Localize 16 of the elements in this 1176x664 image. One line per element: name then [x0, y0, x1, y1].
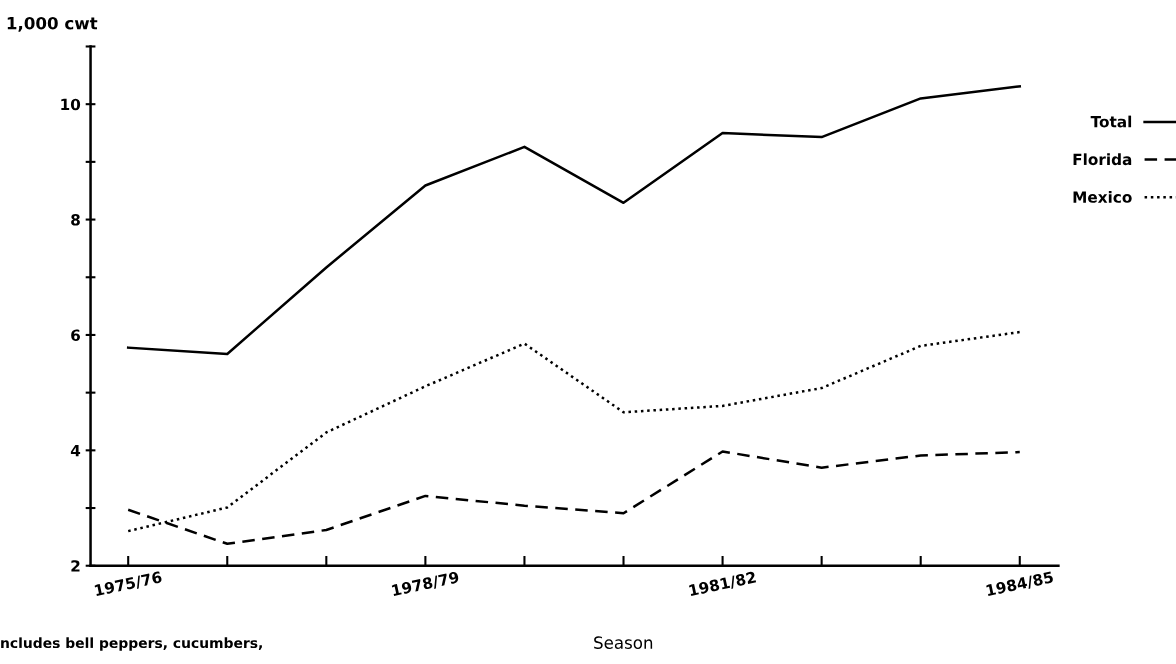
x-axis-title: Season — [594, 636, 653, 649]
text: ncludes bell peppers, cucumbers, — [1, 637, 262, 651]
y-axis-title: 1,000 cwt — [7, 16, 98, 32]
y-tick-label: 8 — [71, 214, 80, 226]
legend-label: Florida — [1073, 153, 1132, 166]
y-tick-label: 6 — [71, 329, 81, 341]
legend-label: Total — [1090, 115, 1132, 128]
legend-label: Mexico — [1073, 191, 1132, 203]
x-tick-label: 1975/76 — [94, 571, 163, 598]
y-tick-label: 10 — [61, 98, 81, 111]
line-series — [126, 85, 1022, 356]
y-tick-label: 2 — [71, 560, 80, 572]
x-tick-label: 1984/85 — [986, 571, 1054, 598]
x-tick-label: 1981/82 — [688, 571, 757, 598]
x-tick-label: 1978/79 — [391, 571, 460, 598]
y-tick-label: 4 — [70, 445, 81, 457]
